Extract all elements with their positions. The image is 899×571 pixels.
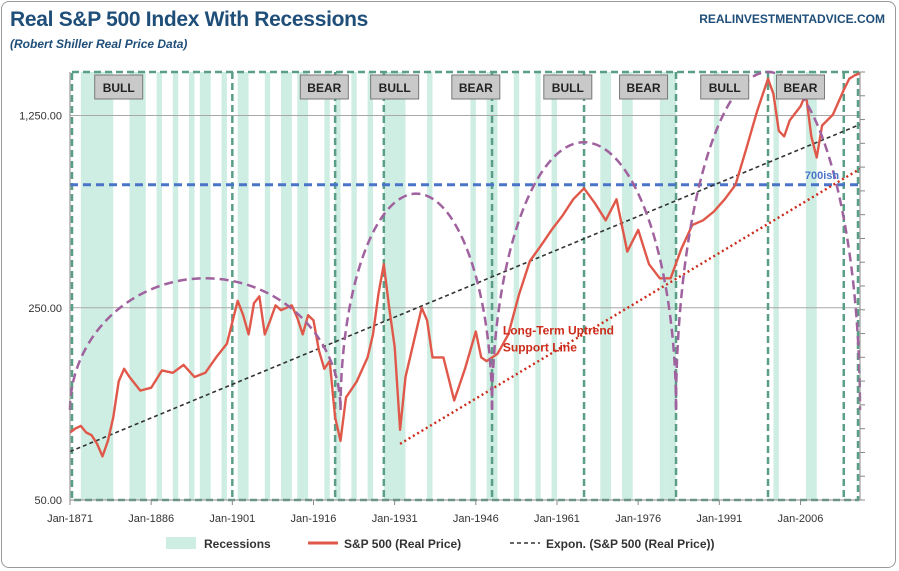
recession-band bbox=[335, 72, 341, 500]
cycle-label: BEAR bbox=[459, 81, 493, 95]
cycle-label-box bbox=[700, 74, 750, 100]
y-tick-label: 250.00 bbox=[28, 303, 62, 315]
source-brand: REALINVESTMENTADVICE.COM bbox=[699, 12, 885, 26]
recession-band bbox=[297, 72, 309, 500]
recession-band bbox=[513, 72, 520, 500]
cycle-arc bbox=[68, 277, 342, 411]
cycle-label-box bbox=[775, 74, 825, 100]
recession-band bbox=[805, 72, 817, 500]
x-tick-label: Jan-1916 bbox=[291, 513, 337, 525]
recession-band bbox=[621, 72, 633, 500]
cycle-label: BEAR bbox=[783, 81, 817, 95]
cycle-label-box bbox=[451, 74, 501, 100]
support-label-line1: Long-Term Uptrend bbox=[503, 323, 614, 337]
cycle-arc bbox=[339, 192, 494, 411]
recession-band bbox=[470, 72, 476, 500]
recession-band bbox=[351, 72, 357, 500]
x-tick-label: Jan-1961 bbox=[534, 513, 580, 525]
y-tick-label: 50.00 bbox=[34, 495, 62, 507]
x-tick-label: Jan-1991 bbox=[696, 513, 742, 525]
x-tick-label: Jan-1946 bbox=[453, 513, 499, 525]
cycle-label: BULL bbox=[379, 81, 411, 95]
recession-band bbox=[237, 72, 249, 500]
x-tick-label: Jan-2006 bbox=[778, 513, 824, 525]
chart-title: Real S&P 500 Index With Recessions bbox=[10, 8, 369, 31]
expon-trend-line bbox=[69, 123, 861, 453]
x-tick-label: Jan-1886 bbox=[128, 513, 174, 525]
recession-band bbox=[665, 72, 677, 500]
recession-band bbox=[551, 72, 557, 500]
recession-band bbox=[80, 72, 114, 500]
recession-band bbox=[281, 72, 292, 500]
support-line bbox=[399, 167, 861, 445]
recession-band bbox=[713, 72, 720, 500]
cycle-label-box bbox=[619, 74, 669, 100]
y-tick-label: 1,250.00 bbox=[19, 111, 62, 123]
cycle-label-box bbox=[370, 74, 420, 100]
cycle-arc bbox=[674, 70, 862, 411]
recession-band bbox=[172, 72, 179, 500]
recession-band bbox=[324, 72, 330, 500]
recession-band bbox=[427, 72, 433, 500]
recession-band bbox=[199, 72, 211, 500]
cycle-label-box bbox=[94, 74, 144, 100]
x-tick-label: Jan-1931 bbox=[372, 513, 418, 525]
cycle-label-box bbox=[299, 74, 349, 100]
support-label-line2: Support Line bbox=[503, 340, 577, 354]
recession-band bbox=[535, 72, 541, 500]
cycle-label: BULL bbox=[552, 81, 584, 95]
recession-band bbox=[189, 72, 195, 500]
reference-label: 700ish bbox=[805, 170, 840, 182]
recession-band bbox=[264, 72, 271, 500]
legend-expon-label: Expon. (S&P 500 (Real Price)) bbox=[546, 537, 715, 551]
legend-recessions-swatch bbox=[166, 537, 196, 549]
recession-band bbox=[367, 72, 374, 500]
x-tick-label: Jan-1871 bbox=[47, 513, 93, 525]
x-tick-label: Jan-1901 bbox=[209, 513, 255, 525]
recession-band bbox=[383, 72, 406, 500]
sp500-price-line bbox=[69, 72, 861, 458]
cycle-label: BULL bbox=[709, 81, 741, 95]
recession-band bbox=[773, 72, 779, 500]
cycle-label: BEAR bbox=[307, 81, 341, 95]
recession-band bbox=[129, 72, 146, 500]
recession-band bbox=[221, 72, 227, 500]
x-tick-label: Jan-1976 bbox=[615, 513, 661, 525]
legend-sp500-label: S&P 500 (Real Price) bbox=[344, 537, 461, 551]
chart-subtitle: (Robert Shiller Real Price Data) bbox=[10, 37, 188, 51]
cycle-label: BEAR bbox=[627, 81, 661, 95]
cycle-label-box bbox=[543, 74, 593, 100]
legend-recessions-label: Recessions bbox=[204, 537, 271, 551]
cycle-arc bbox=[490, 141, 678, 411]
recession-band bbox=[600, 72, 612, 500]
cycle-label: BULL bbox=[103, 81, 135, 95]
